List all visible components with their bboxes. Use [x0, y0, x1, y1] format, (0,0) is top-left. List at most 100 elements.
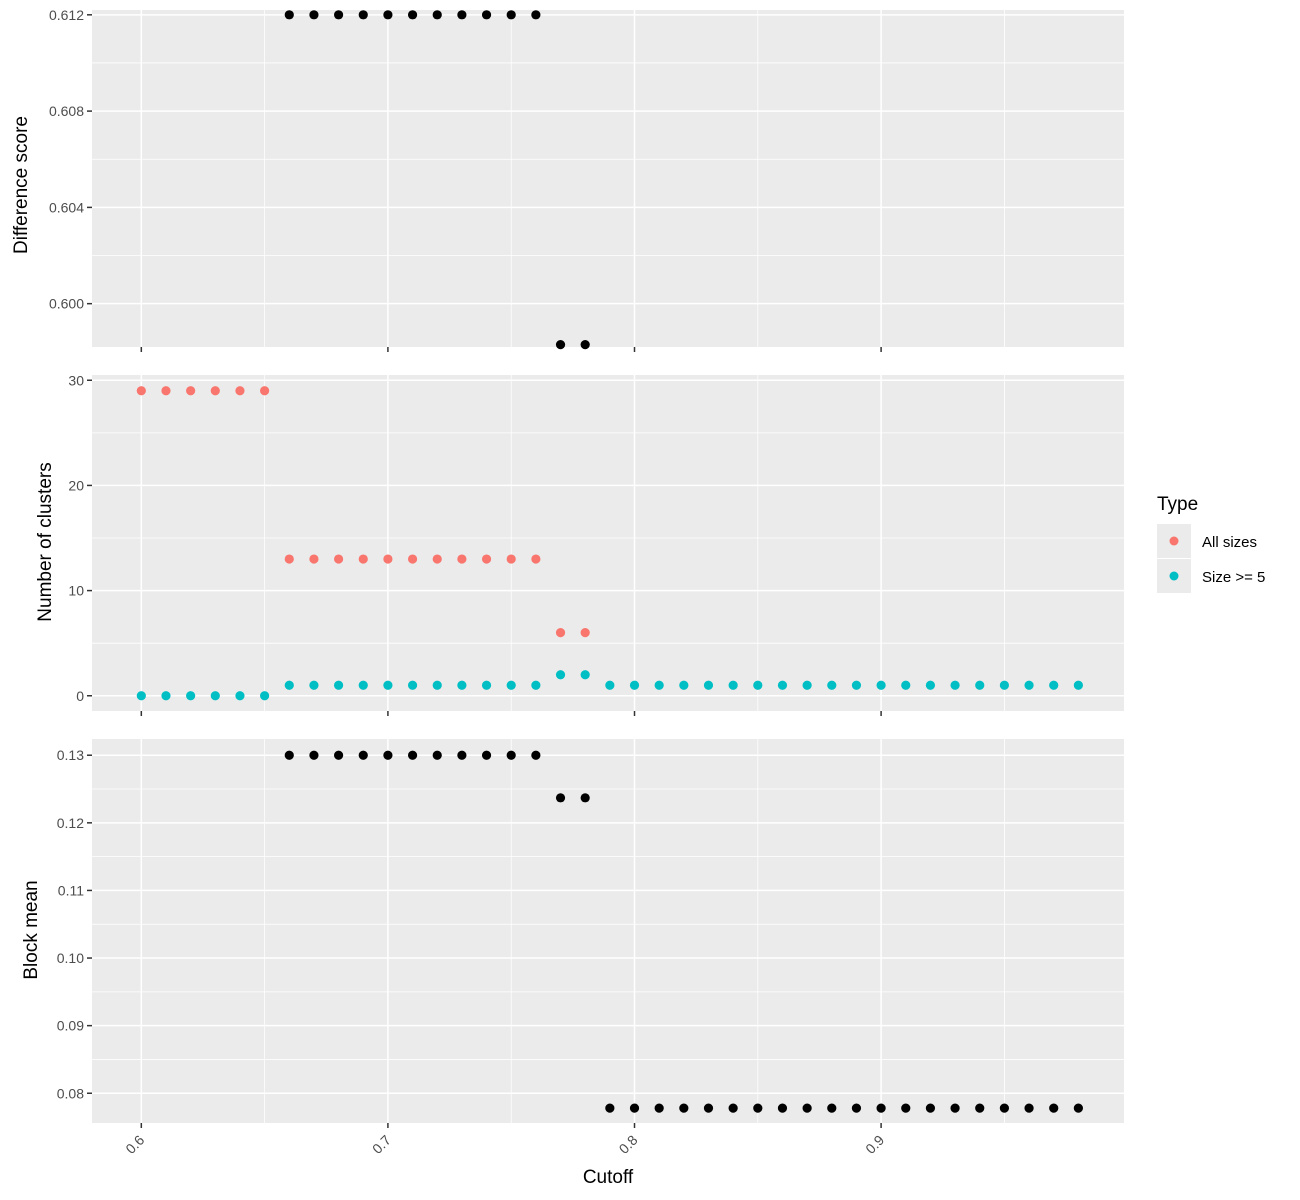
- middle-size-5-point: [654, 680, 664, 690]
- bottom-point-point: [851, 1103, 862, 1113]
- bottom-point-point: [901, 1103, 911, 1113]
- middle-size-5-point: [580, 670, 590, 680]
- middle-size-5-point: [1049, 680, 1059, 690]
- y-axis-title-number-of-clusters: Number of clusters: [35, 462, 56, 621]
- bottom-point-point: [679, 1103, 689, 1113]
- middle-size-5-point: [383, 680, 393, 690]
- middle-all-sizes-point: [531, 554, 541, 564]
- middle-size-5-point: [136, 691, 146, 701]
- number-of-clusters-panel: 0 10 20 30: [68, 372, 1124, 716]
- middle-size-5-point: [728, 680, 738, 690]
- middle-size-5-point: [432, 680, 442, 690]
- middle-panel-background: [92, 375, 1124, 711]
- middle-all-sizes-point: [186, 386, 196, 396]
- middle-all-sizes-point: [506, 554, 516, 564]
- bottom-point-point: [481, 750, 492, 760]
- middle-size-5-point: [506, 680, 516, 690]
- bottom-point-point: [802, 1103, 812, 1113]
- middle-y-tick-label-30: 30: [68, 372, 84, 388]
- top-point-point: [580, 339, 590, 350]
- bottom-point-point: [950, 1103, 960, 1113]
- legend-title: Type: [1157, 494, 1198, 515]
- bottom-point-point: [975, 1103, 985, 1113]
- bottom-point-point: [777, 1103, 788, 1113]
- bottom-point-point: [753, 1103, 763, 1113]
- middle-size-5-point: [679, 680, 689, 690]
- middle-all-sizes-point: [383, 554, 393, 564]
- middle-all-sizes-point: [309, 554, 319, 564]
- middle-size-5-point: [975, 680, 985, 690]
- middle-size-5-point: [235, 691, 245, 701]
- middle-all-sizes-point: [260, 386, 270, 396]
- block-mean-panel: 0.080.090.100.110.120.130.6 0.7 0.8 0.9: [57, 739, 1124, 1157]
- middle-size-5-point: [802, 680, 812, 690]
- top-point-point: [309, 10, 319, 20]
- bottom-point-point: [1024, 1103, 1034, 1113]
- top-point-point: [383, 10, 393, 20]
- middle-size-5-point: [999, 680, 1010, 690]
- bottom-point-point: [333, 750, 344, 760]
- top-panel-background: [92, 10, 1124, 347]
- bottom-point-point: [629, 1103, 640, 1113]
- legend: Type All sizes Size >= 5: [1157, 494, 1265, 593]
- bottom-point-point: [876, 1103, 886, 1113]
- middle-all-sizes-point: [136, 386, 146, 396]
- bottom-point-point: [605, 1103, 615, 1113]
- top-point-point: [333, 10, 344, 20]
- middle-y-tick-label-0: 0: [76, 688, 84, 704]
- difference-score-panel: 0.600 0.604 0.608 0.612: [49, 7, 1124, 352]
- middle-size-5-point: [925, 680, 936, 690]
- bottom-point-point: [407, 750, 418, 760]
- middle-all-sizes-point: [457, 554, 467, 564]
- bottom-point-point: [999, 1103, 1010, 1113]
- middle-size-5-point: [777, 680, 788, 690]
- middle-size-5-point: [531, 680, 541, 690]
- middle-y-tick-label-10: 10: [68, 583, 84, 599]
- bottom-point-point: [1073, 1103, 1083, 1113]
- middle-size-5-point: [827, 680, 837, 690]
- legend-label-all-sizes: All sizes: [1202, 534, 1257, 551]
- top-point-point: [407, 10, 418, 20]
- middle-size-5-point: [1024, 680, 1034, 690]
- bottom-point-point: [506, 750, 516, 760]
- middle-all-sizes-point: [580, 628, 590, 638]
- y-axis-title-difference-score: Difference score: [11, 116, 32, 254]
- middle-size-5-point: [901, 680, 911, 690]
- middle-size-5-point: [950, 680, 960, 690]
- bottom-y-tick-label-0-09: 0.09: [57, 1018, 84, 1034]
- middle-size-5-point: [186, 691, 196, 701]
- middle-size-5-point: [851, 680, 862, 690]
- middle-size-5-point: [605, 680, 615, 690]
- bottom-point-point: [654, 1103, 664, 1113]
- middle-size-5-point: [629, 680, 640, 690]
- bottom-y-tick-label-0-12: 0.12: [57, 815, 84, 831]
- bottom-point-point: [827, 1103, 837, 1113]
- middle-all-sizes-point: [481, 554, 492, 564]
- middle-size-5-point: [309, 680, 319, 690]
- middle-size-5-point: [1073, 680, 1083, 690]
- top-point-point: [358, 10, 368, 20]
- top-y-tick-label-0-604: 0.604: [49, 199, 84, 215]
- middle-all-sizes-point: [555, 628, 566, 638]
- middle-size-5-point: [284, 680, 294, 690]
- top-point-point: [506, 10, 516, 20]
- bottom-point-point: [383, 750, 393, 760]
- bottom-point-point: [432, 750, 442, 760]
- middle-y-tick-label-20: 20: [68, 477, 84, 493]
- middle-all-sizes-point: [358, 554, 368, 564]
- bottom-point-point: [703, 1103, 714, 1113]
- middle-all-sizes-point: [407, 554, 418, 564]
- top-point-point: [432, 10, 442, 20]
- bottom-point-point: [309, 750, 319, 760]
- top-point-point: [284, 10, 294, 20]
- middle-size-5-point: [333, 680, 344, 690]
- legend-key-size-5: [1169, 571, 1179, 581]
- middle-size-5-point: [260, 691, 270, 701]
- middle-size-5-point: [753, 680, 763, 690]
- bottom-point-point: [358, 750, 368, 760]
- top-point-point: [481, 10, 492, 20]
- bottom-point-point: [555, 793, 566, 803]
- middle-all-sizes-point: [284, 554, 294, 564]
- bottom-panel-background: [92, 739, 1124, 1123]
- bottom-y-tick-label-0-13: 0.13: [57, 747, 84, 763]
